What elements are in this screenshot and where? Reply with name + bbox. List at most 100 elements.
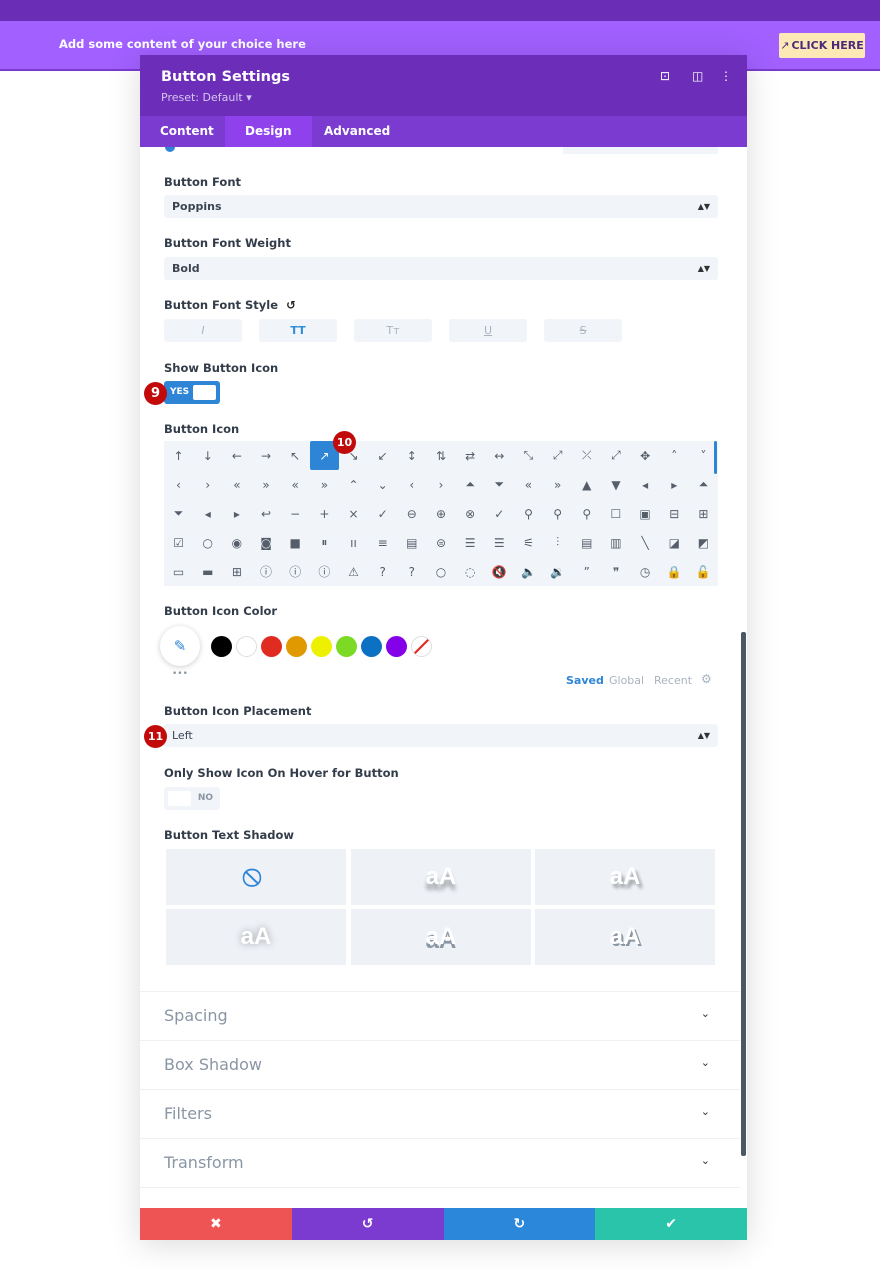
icon-option[interactable]: ‹ [409, 477, 415, 492]
more-icon[interactable]: ⋮ [720, 69, 732, 83]
icon-option[interactable]: ⊞ [231, 564, 242, 579]
color-swatch[interactable] [286, 636, 307, 657]
color-swatch[interactable] [311, 636, 332, 657]
icon-picker[interactable]: ↑ ↓ ← → ↖ ↗ ↘ ↙ ↕ ⇅ ⇄ ↔ ⤡ ⤢ ⤫ ⤢ ✥ ˄ ˅ ‹ › «» «» ⌃ ⌄ ‹ › ⏶ ⏷ «» ▲ ▼ ◂ ▸ ⏶ ⏷ ◂… [164, 441, 718, 586]
icon-option[interactable]: ☐ [610, 506, 622, 521]
icon-option[interactable]: ⏸ [321, 535, 328, 549]
show-icon-toggle[interactable]: YES [164, 381, 220, 404]
icon-option[interactable]: − [290, 506, 301, 521]
icon-option[interactable]: ▣ [639, 506, 651, 521]
reset-icon[interactable]: ↺ [286, 298, 296, 312]
icon-option[interactable]: » [320, 477, 329, 492]
icon-option[interactable]: ⚲ [524, 506, 533, 521]
icon-option[interactable]: ☰ [493, 535, 505, 550]
tab-advanced[interactable]: Advanced [324, 124, 391, 138]
icon-option[interactable]: 🔉 [550, 564, 566, 579]
icon-option[interactable]: ▲ [582, 477, 592, 492]
icon-option[interactable]: › [438, 477, 444, 492]
italic-button[interactable]: I [164, 319, 242, 342]
icon-option[interactable]: ⏶ [698, 477, 709, 491]
icon-option[interactable]: ≡ [377, 535, 388, 550]
icon-option[interactable]: ◂ [204, 506, 211, 521]
icon-option[interactable]: ▥ [610, 535, 622, 550]
icon-option[interactable]: ☑ [173, 535, 184, 550]
panel-scrollbar[interactable] [741, 632, 746, 1156]
icon-option[interactable]: ⓘ [289, 565, 302, 579]
icon-option[interactable]: ↕ [406, 448, 417, 463]
icon-option[interactable]: ← [231, 448, 242, 463]
icon-option[interactable]: ✓ [377, 506, 388, 521]
icon-option[interactable]: « [524, 477, 533, 492]
icon-option[interactable]: « [291, 477, 299, 492]
color-tab-recent[interactable]: Recent [654, 674, 693, 687]
color-tab-saved[interactable]: Saved [566, 674, 604, 687]
icon-option[interactable]: ╲ [641, 535, 649, 550]
icon-option[interactable]: » [553, 477, 562, 492]
icon-option[interactable]: ⌃ [348, 477, 359, 492]
icon-option[interactable]: ⊜ [435, 535, 447, 550]
icon-option[interactable]: ⚲ [553, 506, 563, 521]
icon-option[interactable]: ⫶ [556, 535, 560, 549]
icon-option[interactable]: ⏷ [173, 506, 184, 520]
icon-option[interactable]: ▤ [406, 535, 418, 550]
icon-option[interactable]: › [205, 477, 211, 492]
shadow-option-1[interactable]: aA [351, 849, 531, 905]
eyedropper-icon[interactable]: ✎ [160, 626, 200, 666]
icon-option[interactable]: × [348, 506, 359, 521]
icon-option[interactable]: ⊖ [406, 506, 417, 521]
color-swatch[interactable] [411, 636, 432, 657]
icon-option[interactable]: ▭ [172, 564, 185, 579]
redo-button[interactable]: ↻ [443, 1208, 596, 1240]
section-spacing[interactable]: Spacing ⌄ [140, 991, 740, 1040]
shadow-option-3[interactable]: aA [166, 909, 346, 965]
shadow-option-4[interactable]: aA [351, 909, 531, 965]
icon-option[interactable]: ⤢ [552, 448, 563, 462]
icon-option[interactable]: ⊟ [669, 506, 680, 521]
icon-option[interactable]: ⏶ [465, 477, 475, 491]
icon-option[interactable]: ◪ [668, 535, 680, 550]
icon-option[interactable]: ⌄ [377, 477, 388, 492]
color-tab-global[interactable]: Global [609, 674, 645, 687]
icon-option[interactable]: ⊞ [698, 506, 709, 521]
cancel-button[interactable]: ✖ [140, 1208, 292, 1240]
icon-option[interactable]: ◩ [697, 535, 710, 550]
icon-option[interactable]: 🔇 [491, 564, 507, 579]
icon-option[interactable]: ⊗ [465, 506, 476, 521]
icon-option[interactable]: ◂ [642, 477, 649, 492]
color-swatch[interactable] [386, 636, 407, 657]
gear-icon[interactable]: ⚙ [701, 672, 712, 686]
icon-option[interactable]: ▤ [581, 535, 593, 550]
icon-option[interactable]: ⤡ [523, 448, 534, 462]
icon-option[interactable]: 🔒 [666, 564, 682, 579]
icon-option[interactable]: ⊕ [435, 506, 447, 521]
uppercase-button[interactable]: TT [259, 319, 337, 342]
cta-button[interactable]: ↗ CLICK HERE [779, 33, 865, 58]
shadow-option-5[interactable]: aA [535, 909, 715, 965]
capitalize-button[interactable]: Tт [354, 319, 432, 342]
icon-option[interactable]: ○ [435, 564, 447, 579]
icon-option[interactable]: ▸ [671, 477, 678, 492]
icon-option[interactable]: 🔓 [695, 564, 711, 579]
icon-option[interactable]: ◉ [231, 535, 243, 550]
section-filters[interactable]: Filters ⌄ [140, 1089, 740, 1138]
underline-button[interactable]: U [449, 319, 527, 342]
icon-option[interactable]: ◷ [639, 564, 651, 579]
icon-option[interactable]: 🔈 [520, 564, 536, 579]
icon-option[interactable]: ↓ [202, 448, 213, 463]
icon-option[interactable]: ⚟ [523, 535, 534, 550]
icon-option[interactable]: » [262, 477, 270, 492]
icon-option[interactable]: ⓘ [318, 565, 331, 579]
icon-option[interactable]: ↖ [290, 448, 301, 463]
preset-dropdown[interactable]: Preset: Default ▾ [161, 91, 252, 104]
section-transform[interactable]: Transform ⌄ [140, 1138, 740, 1187]
color-swatch[interactable] [236, 636, 257, 657]
more-colors-icon[interactable]: ••• [172, 669, 188, 679]
tab-content[interactable]: Content [160, 124, 214, 138]
icon-option[interactable]: ○ [202, 535, 213, 550]
sidebar-icon[interactable]: ◫ [692, 69, 704, 83]
icon-option[interactable]: ⚲ [582, 506, 592, 521]
shadow-none-option[interactable]: ⃠ [166, 849, 346, 905]
icon-option[interactable]: ▬ [202, 564, 214, 579]
icon-picker-scrollbar[interactable] [714, 441, 717, 474]
icon-option[interactable]: ▸ [233, 506, 240, 521]
